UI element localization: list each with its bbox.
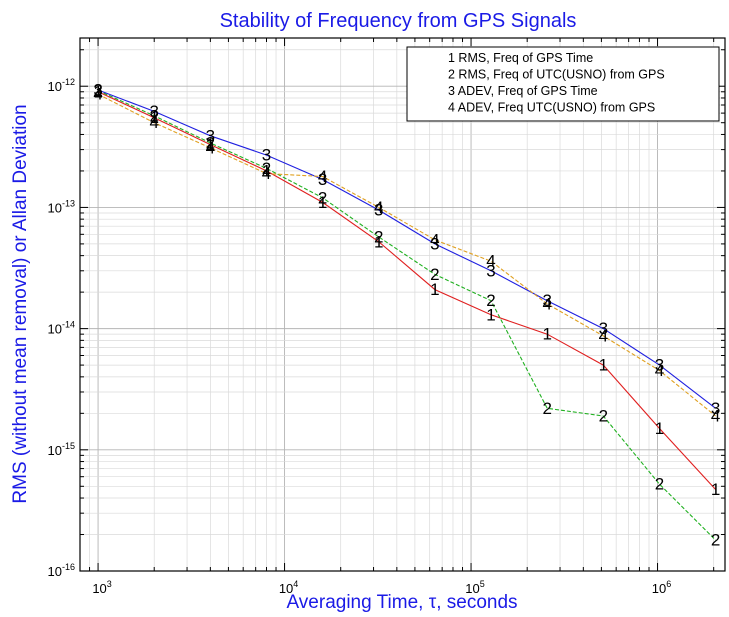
axis-ticks [79,38,725,572]
data-point-marker: 3 [206,126,215,145]
data-point-marker: 3 [149,102,158,121]
tick-labels: 103 104 105 106 10-16 10-15 10-14 10-13 10-12 [48,77,672,596]
data-point-marker: 2 [486,291,495,310]
data-point-marker: 1 [318,193,327,212]
series-lines [97,89,717,541]
data-point-marker: 3 [262,146,271,165]
data-point-marker: 1 [374,232,383,251]
data-point-marker: 3 [318,170,327,189]
chart-title: Stability of Frequency from GPS Signals [220,10,577,32]
data-point-marker: 2 [655,475,664,494]
y-tick-label: 10-16 [48,562,75,579]
data-point-marker: 4 [93,85,102,104]
data-point-marker: 2 [430,265,439,284]
data-point-marker: 1 [262,161,271,180]
data-point-marker: 1 [149,108,158,127]
data-point-marker: 3 [655,356,664,375]
data-point-marker: 2 [374,228,383,247]
legend-entry: 4 ADEV, Freq UTC(USNO) from GPS [448,101,655,115]
data-point-marker: 4 [711,407,720,426]
data-point-marker: 4 [542,294,551,313]
x-tick-label: 106 [652,579,671,596]
y-tick-label: 10-15 [48,441,75,458]
y-tick-label: 10-13 [48,198,75,215]
data-point-marker: 2 [711,531,720,550]
data-point-marker: 2 [542,399,551,418]
series-line-3 [97,89,716,409]
data-point-marker: 4 [655,361,664,380]
x-tick-label: 104 [279,579,298,596]
data-point-marker: 4 [206,138,215,157]
legend-entry: 1 RMS, Freq of GPS Time [448,51,593,65]
data-point-marker: 3 [374,201,383,220]
data-point-marker: 2 [318,188,327,207]
series-line-2 [97,90,716,541]
data-point-marker: 4 [430,230,439,249]
data-point-marker: 1 [486,305,495,324]
data-point-marker: 4 [599,326,608,345]
data-point-marker: 3 [542,291,551,310]
data-point-marker: 1 [542,325,551,344]
legend-box [406,46,720,122]
x-tick-label: 103 [92,579,111,596]
data-point-marker: 4 [318,167,327,186]
data-point-marker: 3 [430,234,439,253]
legend-entry: 2 RMS, Freq of UTC(USNO) from GPS [448,68,665,82]
data-point-marker: 2 [93,81,102,100]
legend-entry: 3 ADEV, Freq of GPS Time [448,84,598,98]
data-point-marker: 1 [430,280,439,299]
data-point-marker: 2 [599,407,608,426]
y-axis-label: RMS (without mean removal) or Allan Devi… [10,104,31,503]
plot-frame [79,37,726,572]
data-point-marker: 2 [206,134,215,153]
grid [79,38,725,572]
data-point-marker: 3 [711,399,720,418]
data-point-marker: 4 [262,164,271,183]
data-point-marker: 1 [711,480,720,499]
data-point-marker: 1 [655,419,664,438]
data-point-marker: 4 [149,113,158,132]
x-axis-label: Averaging Time, τ, seconds [286,592,517,613]
series-line-4 [97,93,716,417]
data-point-marker: 1 [599,356,608,375]
data-point-marker: 4 [486,252,495,271]
x-tick-label: 105 [465,579,484,596]
data-point-marker: 1 [206,135,215,154]
series-line-1 [97,91,717,490]
data-point-marker: 3 [93,81,102,100]
data-point-marker: 3 [486,261,495,280]
data-point-marker: 4 [374,198,383,217]
data-point-marker: 2 [262,159,271,178]
data-point-marker: 3 [599,319,608,338]
data-point-marker: 2 [149,106,158,125]
data-point-marker: 1 [93,82,102,101]
y-tick-label: 10-12 [48,77,75,94]
legend: 1 RMS, Freq of GPS Time 2 RMS, Freq of UT… [406,46,720,122]
y-tick-label: 10-14 [48,320,75,337]
